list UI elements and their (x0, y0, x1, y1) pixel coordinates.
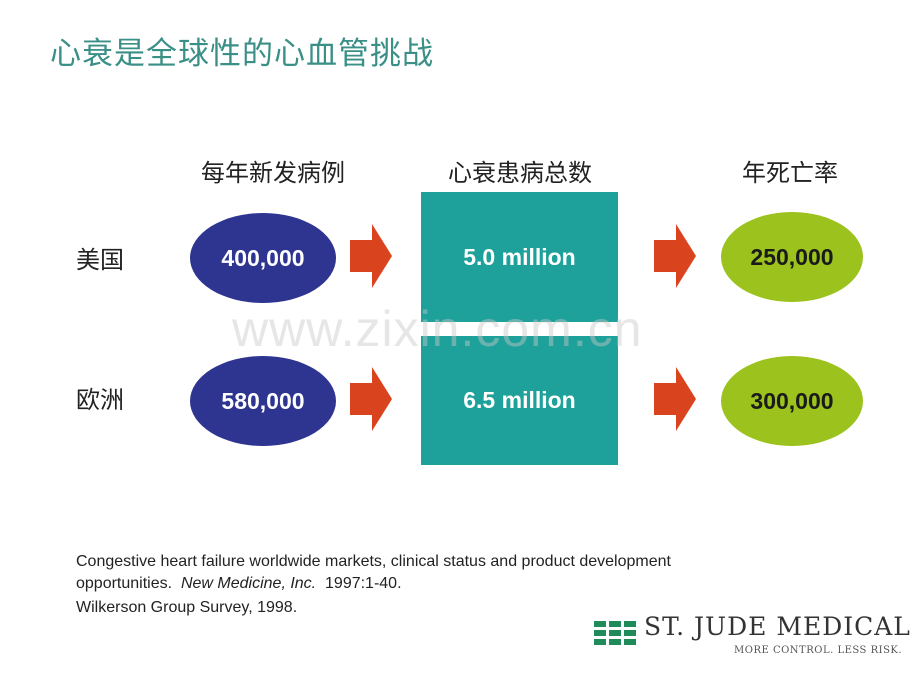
row-label-usa: 美国 (76, 246, 124, 274)
column-header-annual-deaths: 年死亡率 (742, 159, 838, 187)
reference-journal: New Medicine, Inc. (180, 575, 317, 592)
total-cases-value-europe: 6.5 million (463, 387, 576, 413)
total-cases-box-europe: 6.5 million (421, 336, 618, 465)
reference-line-1: Congestive heart failure worldwide marke… (76, 553, 671, 570)
new-cases-ellipse-europe: 580,000 (190, 356, 336, 446)
arrow-right-icon (350, 224, 392, 288)
logo-name: ST. JUDE MEDICAL (644, 612, 911, 641)
row-label-europe: 欧洲 (76, 386, 124, 414)
reference-line-3: Wilkerson Group Survey, 1998. (76, 599, 298, 616)
deaths-ellipse-usa: 250,000 (721, 212, 863, 302)
new-cases-value-europe: 580,000 (221, 387, 305, 414)
new-cases-value-usa: 400,000 (221, 244, 305, 271)
watermark: www.zixin.com.cn (232, 301, 643, 357)
reference-line-2: opportunities. New Medicine, Inc. 1997:1… (76, 575, 402, 593)
slide-title: 心衰是全球性的心血管挑战 (50, 36, 434, 72)
reference-line-2-prefix: opportunities. (76, 575, 173, 592)
arrow-right-icon (350, 367, 392, 431)
column-header-total-cases: 心衰患病总数 (448, 159, 592, 187)
deaths-ellipse-europe: 300,000 (721, 356, 863, 446)
deaths-value-usa: 250,000 (750, 243, 834, 270)
reference-line-2-suffix: 1997:1-40. (325, 575, 402, 592)
logo-grid-icon (594, 621, 636, 645)
column-header-new-cases: 每年新发病例 (201, 159, 345, 187)
new-cases-ellipse-usa: 400,000 (190, 213, 336, 303)
deaths-value-europe: 300,000 (750, 387, 834, 414)
logo-tagline: MORE CONTROL. LESS RISK. (734, 645, 903, 656)
arrow-right-icon (654, 367, 696, 431)
arrow-right-icon (654, 224, 696, 288)
total-cases-box-usa: 5.0 million (421, 192, 618, 322)
total-cases-value-usa: 5.0 million (463, 243, 576, 270)
